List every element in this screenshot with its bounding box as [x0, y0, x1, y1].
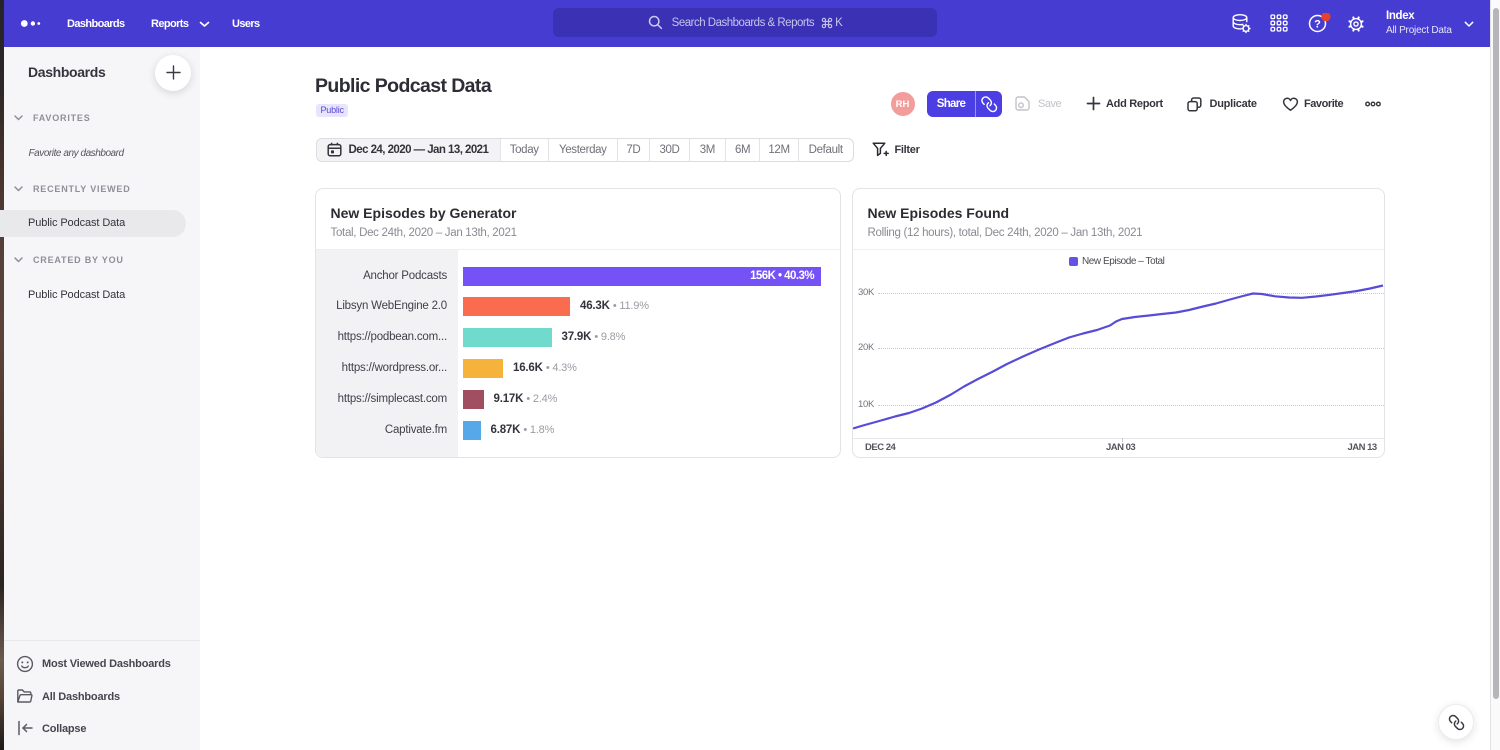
- svg-text:?: ?: [1314, 18, 1321, 30]
